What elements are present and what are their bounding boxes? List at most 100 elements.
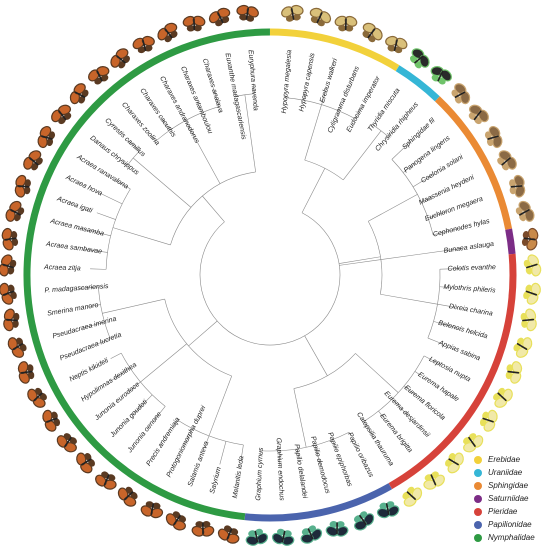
branch-leaf	[90, 268, 107, 270]
family-ring-segment-pieridae	[388, 253, 517, 490]
branch-leaf	[314, 445, 321, 465]
branch-leaf	[219, 441, 227, 465]
legend-item: Sphingidae	[474, 479, 548, 492]
butterfly-image-icon	[463, 433, 484, 453]
butterfly-image-icon	[523, 254, 542, 277]
family-ring-segment-uraniidae	[395, 65, 440, 102]
leaf-label: Euxanthe madagascariensis	[223, 52, 247, 140]
branch-internal	[342, 130, 382, 181]
family-legend: Erebidae Uraniidae Sphingidae Saturniidae Pi…	[474, 453, 548, 544]
branch-leaf	[196, 101, 203, 113]
legend-color-dot	[474, 455, 482, 464]
branch-internal	[339, 254, 419, 266]
butterfly-image-icon	[245, 528, 269, 546]
branch-leaf	[96, 191, 123, 205]
branch-leaf	[437, 303, 456, 308]
butterfly-image-icon	[157, 22, 178, 43]
butterfly-image-icon	[5, 200, 25, 222]
leaf-label: Colotis evanthe	[448, 264, 497, 273]
branch-internal	[112, 227, 171, 246]
leaf-label: Charaxes analava	[201, 58, 224, 114]
branch-internal	[293, 388, 307, 448]
butterfly-image-icon	[513, 337, 533, 358]
branch-leaf	[183, 428, 193, 447]
branch-leaf	[363, 421, 374, 437]
butterfly-image-icon	[27, 387, 47, 408]
legend-color-dot	[474, 507, 482, 516]
leaf-label: Hypopyra capensis	[298, 52, 316, 112]
branch-internal	[140, 343, 187, 383]
branch-leaf	[427, 211, 448, 219]
branch-leaf	[152, 406, 166, 423]
butterfly-image-icon	[140, 501, 164, 519]
leaf-label: Papilio demodocus	[309, 435, 331, 494]
butterfly-image-icon	[521, 227, 539, 251]
branch-internal	[132, 157, 192, 208]
branch-leaf	[412, 174, 434, 188]
branch-leaf	[183, 116, 186, 121]
legend-color-dot	[474, 533, 482, 542]
butterfly-image-icon	[520, 308, 537, 332]
branch-leaf	[388, 131, 393, 137]
branch-leaf	[253, 83, 255, 94]
butterfly-image-icon	[451, 83, 471, 105]
branch-leaf	[110, 352, 122, 359]
leaf-label: Protogoniomorpha duprei	[166, 405, 208, 479]
butterfly-image-icon	[236, 4, 259, 22]
leaf-label: Euryphura navenda	[247, 50, 259, 112]
legend-color-dot	[474, 494, 482, 503]
leaf-label: Melanitis leda	[232, 455, 246, 498]
family-ring-segment-papilionidae	[244, 483, 393, 522]
branch-leaf	[355, 106, 363, 120]
leaf-label: Acraea zitja	[43, 264, 81, 272]
branch-leaf	[132, 394, 153, 416]
branch-leaf	[402, 162, 417, 173]
leaf-label: Acraea igati	[55, 195, 94, 215]
butterfly-image-icon	[217, 525, 240, 544]
branch-leaf	[150, 135, 156, 142]
branch-leaf	[204, 435, 210, 448]
branch-leaf	[348, 432, 352, 436]
butterfly-image-icon	[69, 83, 89, 105]
branch-internal	[339, 256, 381, 264]
legend-label: Papilionidae	[488, 520, 532, 529]
branch-leaf	[96, 212, 116, 220]
branch-leaf	[391, 139, 413, 160]
branch-leaf	[78, 286, 99, 289]
butterfly-image-icon	[3, 308, 20, 332]
butterfly-image-icon	[56, 433, 77, 453]
leaf-label: Belenois helcida	[437, 320, 488, 341]
leaf-label: Appias sabina	[437, 339, 481, 362]
butterfly-image-icon	[271, 528, 295, 546]
leaf-label: Salyrium	[209, 466, 223, 494]
butterfly-image-icon	[505, 361, 523, 384]
family-ring-segment-saturniidae	[505, 228, 516, 255]
branch-clade-arc	[235, 93, 255, 97]
butterfly-image-icon	[281, 4, 304, 22]
butterfly-image-icon	[362, 22, 383, 43]
family-color-ring	[23, 28, 517, 522]
branch-leaf	[303, 90, 306, 101]
branch-leaf	[338, 105, 342, 111]
butterfly-image-icon	[493, 387, 513, 408]
legend-item: Uraniidae	[474, 466, 548, 479]
branch-clade-arc	[170, 171, 256, 246]
butterfly-image-icon	[385, 35, 408, 54]
branch-root-arc	[199, 212, 341, 346]
branch-leaf	[240, 444, 244, 461]
butterfly-image-icon	[479, 409, 498, 432]
leaf-label: Acraea hova	[64, 174, 103, 198]
branch-leaf	[414, 371, 421, 375]
butterfly-image-icon	[523, 282, 541, 305]
leaf-label: Graphium cyrnus	[255, 447, 265, 501]
butterfly-image-icon	[468, 104, 489, 125]
butterfly-image-icon	[423, 471, 445, 490]
branch-leaf	[278, 450, 281, 467]
branch-internal	[368, 194, 418, 222]
branch-leaf	[378, 410, 385, 420]
branch-leaf	[88, 304, 101, 307]
butterfly-image-icon	[430, 66, 452, 85]
legend-item: Erebidae	[474, 453, 548, 466]
tree-branches	[78, 83, 464, 467]
